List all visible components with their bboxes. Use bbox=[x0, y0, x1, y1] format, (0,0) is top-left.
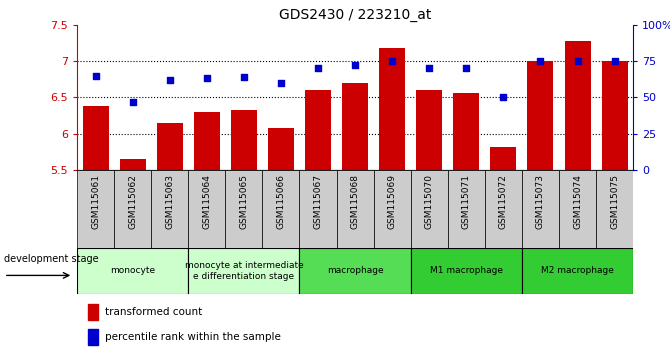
Bar bbox=[88, 329, 98, 345]
Bar bbox=[559, 170, 596, 248]
Bar bbox=[120, 159, 145, 170]
Bar bbox=[448, 170, 485, 248]
Text: GSM115072: GSM115072 bbox=[499, 174, 508, 229]
Bar bbox=[188, 170, 225, 248]
Text: GSM115064: GSM115064 bbox=[202, 174, 211, 229]
Bar bbox=[374, 170, 411, 248]
Title: GDS2430 / 223210_at: GDS2430 / 223210_at bbox=[279, 8, 431, 22]
Bar bbox=[88, 304, 98, 320]
Bar bbox=[151, 170, 188, 248]
Text: GSM115073: GSM115073 bbox=[536, 174, 545, 229]
Point bbox=[572, 58, 583, 64]
Bar bbox=[527, 61, 553, 170]
Bar bbox=[454, 93, 479, 170]
Point bbox=[239, 74, 249, 80]
Text: GSM115075: GSM115075 bbox=[610, 174, 619, 229]
Bar bbox=[188, 248, 299, 294]
Point bbox=[275, 80, 286, 86]
Bar bbox=[411, 170, 448, 248]
Point bbox=[164, 77, 175, 83]
Bar bbox=[114, 170, 151, 248]
Bar bbox=[157, 123, 183, 170]
Bar bbox=[231, 110, 257, 170]
Text: GSM115067: GSM115067 bbox=[314, 174, 322, 229]
Text: transformed count: transformed count bbox=[105, 307, 202, 317]
Text: GSM115061: GSM115061 bbox=[91, 174, 100, 229]
Bar bbox=[336, 170, 374, 248]
Text: GSM115074: GSM115074 bbox=[573, 174, 582, 229]
Text: M1 macrophage: M1 macrophage bbox=[430, 266, 502, 275]
Text: GSM115063: GSM115063 bbox=[165, 174, 174, 229]
Bar bbox=[411, 248, 522, 294]
Bar bbox=[490, 147, 517, 170]
Text: GSM115065: GSM115065 bbox=[239, 174, 249, 229]
Point bbox=[127, 99, 138, 104]
Point bbox=[461, 65, 472, 71]
Bar bbox=[299, 248, 411, 294]
Bar bbox=[82, 106, 109, 170]
Text: M2 macrophage: M2 macrophage bbox=[541, 266, 614, 275]
Point bbox=[387, 58, 397, 64]
Bar bbox=[263, 170, 299, 248]
Text: GSM115068: GSM115068 bbox=[350, 174, 360, 229]
Bar bbox=[77, 248, 188, 294]
Bar bbox=[299, 170, 336, 248]
Bar bbox=[342, 83, 368, 170]
Text: macrophage: macrophage bbox=[327, 266, 383, 275]
Point bbox=[202, 76, 212, 81]
Text: development stage: development stage bbox=[4, 254, 98, 264]
Text: percentile rank within the sample: percentile rank within the sample bbox=[105, 332, 281, 342]
Bar bbox=[305, 90, 331, 170]
Text: GSM115066: GSM115066 bbox=[277, 174, 285, 229]
Bar bbox=[379, 48, 405, 170]
Bar bbox=[522, 248, 633, 294]
Bar bbox=[522, 170, 559, 248]
Bar bbox=[602, 61, 628, 170]
Text: monocyte: monocyte bbox=[110, 266, 155, 275]
Bar bbox=[225, 170, 263, 248]
Text: GSM115069: GSM115069 bbox=[388, 174, 397, 229]
Point bbox=[424, 65, 435, 71]
Bar bbox=[596, 170, 633, 248]
Point bbox=[90, 73, 101, 78]
Point bbox=[313, 65, 324, 71]
Text: GSM115070: GSM115070 bbox=[425, 174, 433, 229]
Text: GSM115062: GSM115062 bbox=[128, 174, 137, 229]
Text: GSM115071: GSM115071 bbox=[462, 174, 471, 229]
Bar bbox=[77, 170, 114, 248]
Point bbox=[498, 95, 509, 100]
Bar bbox=[416, 90, 442, 170]
Bar bbox=[268, 128, 294, 170]
Bar bbox=[565, 41, 590, 170]
Text: monocyte at intermediate
e differentiation stage: monocyte at intermediate e differentiati… bbox=[184, 261, 304, 280]
Point bbox=[535, 58, 546, 64]
Point bbox=[609, 58, 620, 64]
Point bbox=[350, 63, 360, 68]
Bar bbox=[485, 170, 522, 248]
Bar bbox=[194, 112, 220, 170]
